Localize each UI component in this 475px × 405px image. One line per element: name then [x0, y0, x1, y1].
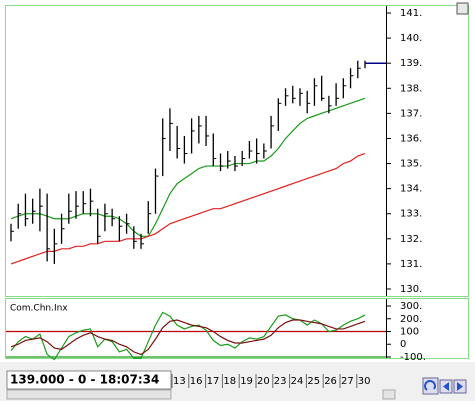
y-tick-label: 0: [400, 339, 406, 350]
y-tick-label: 100: [400, 326, 419, 337]
date-label: 30: [358, 376, 371, 387]
date-label: 20: [257, 376, 270, 387]
y-tick-label: 130.: [400, 284, 422, 295]
indicator-panel: [5, 298, 469, 359]
y-tick-label: 141.: [400, 8, 422, 19]
date-label: 19: [240, 376, 253, 387]
indicator-line: [10, 311, 366, 361]
scrollbar[interactable]: [6, 389, 172, 400]
date-label: 16: [190, 376, 203, 387]
y-tick-label: 140.: [400, 33, 422, 44]
indicator-title: Com.Chn.Inx: [10, 304, 68, 314]
date-label: 23: [274, 376, 287, 387]
date-label: 13: [173, 376, 186, 387]
moving-average: [10, 152, 366, 265]
y-tick-label: 137.: [400, 108, 422, 119]
date-label: 17: [207, 376, 220, 387]
price-panel: [5, 5, 469, 297]
y-tick-label: 133.: [400, 209, 422, 220]
date-label: 25: [307, 376, 320, 387]
moving-average: [10, 97, 366, 237]
y-tick-label: 139.: [400, 58, 422, 69]
scroll-right[interactable]: [382, 389, 396, 400]
next-icon: [457, 382, 463, 391]
status-box: [6, 370, 172, 390]
y-tick-label: -100.: [400, 352, 426, 363]
refresh-icon: [424, 380, 436, 391]
y-tick-label: 136.: [400, 133, 422, 144]
y-tick-label: 132.: [400, 234, 422, 245]
y-tick-label: 200.: [400, 314, 422, 325]
y-tick-label: 300.: [400, 301, 422, 312]
date-label: 18: [223, 376, 236, 387]
prev-icon: [443, 382, 449, 391]
maximize-button[interactable]: [456, 2, 469, 15]
y-tick-label: 134.: [400, 184, 422, 195]
y-tick-label: 135.: [400, 159, 422, 170]
y-tick-label: 131.: [400, 259, 422, 270]
y-tick-label: 138.: [400, 83, 422, 94]
date-label: 24: [291, 376, 304, 387]
date-label: 27: [341, 376, 354, 387]
status-text: 139.000 - 0 - 18:07:34: [10, 373, 159, 387]
date-label: 26: [324, 376, 337, 387]
indicator-line: [10, 319, 366, 356]
